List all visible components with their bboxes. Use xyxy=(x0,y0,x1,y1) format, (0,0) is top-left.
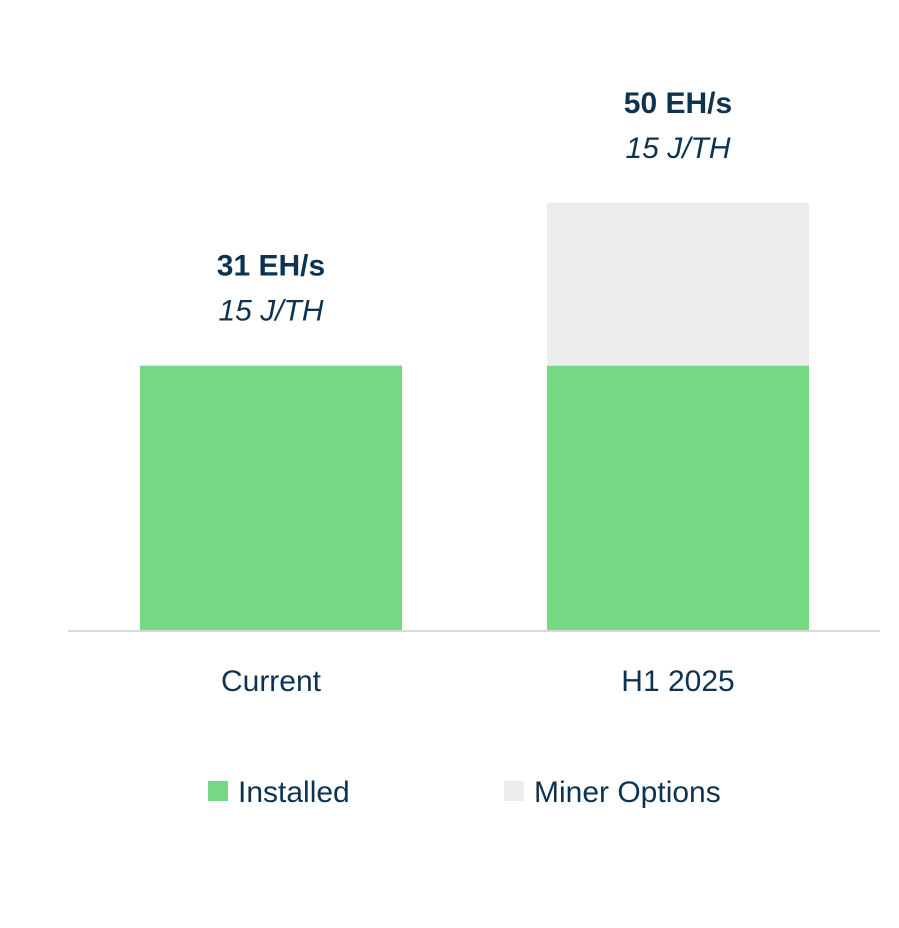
data-label-value-2: 50 EH/s xyxy=(624,87,732,120)
legend-swatch-installed xyxy=(208,781,228,801)
bar-installed-1 xyxy=(140,365,402,631)
bar-installed-2 xyxy=(547,365,809,631)
legend: Installed Miner Options xyxy=(208,776,721,809)
data-label-value-1: 31 EH/s xyxy=(217,250,325,283)
data-label-efficiency-2: 15 J/TH xyxy=(625,132,730,165)
legend-label-installed: Installed xyxy=(238,776,350,809)
bars-layer xyxy=(140,203,809,631)
data-label-efficiency-1: 15 J/TH xyxy=(218,295,323,328)
x-tick-label-2: H1 2025 xyxy=(621,665,734,698)
legend-label-miner-options: Miner Options xyxy=(534,776,721,809)
bar-miner-options-2 xyxy=(547,203,809,366)
x-tick-label-1: Current xyxy=(221,665,322,698)
labels-layer: 31 EH/s 15 J/TH Current 50 EH/s 15 J/TH H1 20… xyxy=(217,87,735,698)
legend-swatch-miner-options xyxy=(504,781,524,801)
